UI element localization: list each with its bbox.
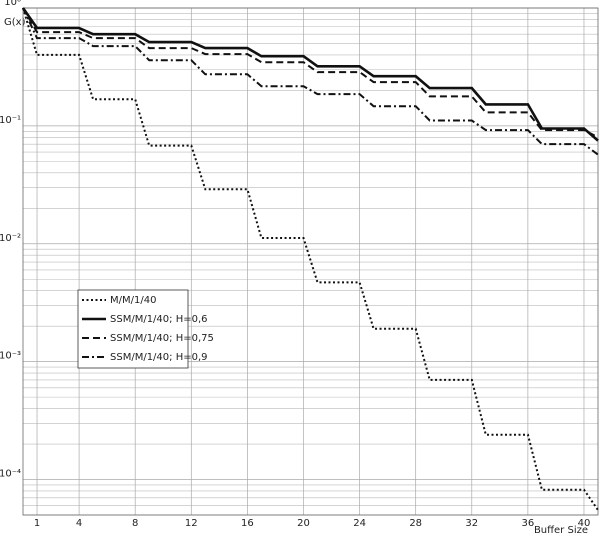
x-tick-label: 40 <box>578 518 591 529</box>
legend-label: SSM/M/1/40; H=0,6 <box>110 314 208 325</box>
series-line <box>22 7 599 156</box>
x-tick-label: 12 <box>185 518 198 529</box>
x-tick-label: 32 <box>465 518 478 529</box>
y-tick-label: 10⁻¹ <box>0 115 21 126</box>
plot-frame <box>22 7 599 516</box>
x-tick-label: 4 <box>76 518 82 529</box>
x-tick-label: 36 <box>522 518 535 529</box>
legend-label: SSM/M/1/40; H=0,9 <box>110 352 208 363</box>
x-tick-label: 20 <box>297 518 310 529</box>
x-tick-label: 16 <box>241 518 254 529</box>
series-line <box>22 7 599 511</box>
x-tick-label: 1 <box>34 518 40 529</box>
series-line <box>22 7 599 139</box>
y-tick-label: 10⁻⁴ <box>0 469 21 480</box>
legend-box <box>77 289 189 369</box>
legend-label: SSM/M/1/40; H=0,75 <box>110 333 214 344</box>
y-tick-label: 10⁻² <box>0 233 21 244</box>
x-tick-label: 28 <box>409 518 422 529</box>
y-axis-label: G(x) <box>4 17 26 28</box>
x-axis-label: Buffer Size <box>534 525 588 536</box>
x-tick-label: 8 <box>132 518 138 529</box>
y-tick-label: 10⁻³ <box>0 351 21 362</box>
series-line <box>21 7 599 142</box>
y-tick-label: 10⁰ <box>4 0 21 8</box>
legend-label: M/M/1/40 <box>110 295 156 306</box>
x-tick-label: 24 <box>353 518 366 529</box>
